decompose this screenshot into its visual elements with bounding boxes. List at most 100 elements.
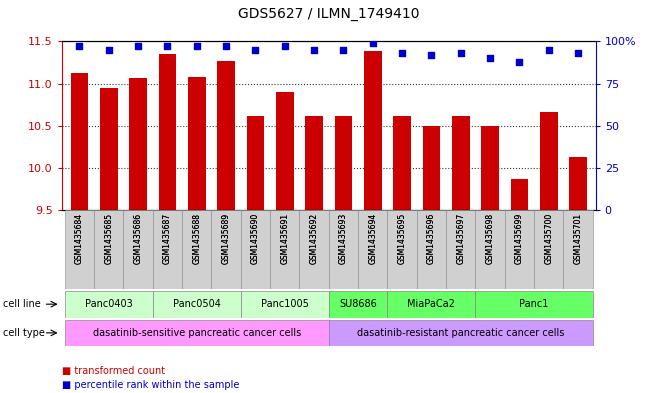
Bar	[387, 291, 475, 318]
Text: GSM1435696: GSM1435696	[427, 213, 436, 264]
Point	[426, 51, 437, 58]
Text: GSM1435690: GSM1435690	[251, 213, 260, 264]
Bar	[270, 210, 299, 289]
Text: GSM1435700: GSM1435700	[544, 213, 553, 264]
Text: cell line: cell line	[3, 299, 41, 309]
Text: GSM1435700: GSM1435700	[544, 213, 553, 264]
Bar	[563, 210, 592, 289]
Text: SU8686: SU8686	[339, 299, 377, 309]
Point	[485, 55, 495, 61]
Text: GDS5627 / ILMN_1749410: GDS5627 / ILMN_1749410	[238, 7, 419, 21]
Point	[133, 43, 143, 50]
Bar	[329, 291, 387, 318]
Bar	[159, 54, 176, 210]
Bar	[452, 116, 469, 210]
Bar	[446, 210, 475, 289]
Bar	[358, 210, 387, 289]
Bar	[100, 88, 118, 210]
Text: GSM1435687: GSM1435687	[163, 213, 172, 264]
Point	[573, 50, 583, 56]
Bar	[241, 210, 270, 289]
Text: GSM1435697: GSM1435697	[456, 213, 465, 264]
Text: ■ transformed count: ■ transformed count	[62, 366, 165, 376]
Text: GSM1435690: GSM1435690	[251, 213, 260, 264]
Text: GSM1435699: GSM1435699	[515, 213, 524, 264]
Bar	[510, 179, 528, 210]
Text: GSM1435685: GSM1435685	[104, 213, 113, 264]
Text: GSM1435686: GSM1435686	[133, 213, 143, 264]
Bar	[387, 210, 417, 289]
Text: ■ percentile rank within the sample: ■ percentile rank within the sample	[62, 380, 239, 389]
Bar	[212, 210, 241, 289]
Bar	[182, 210, 212, 289]
Text: GSM1435697: GSM1435697	[456, 213, 465, 264]
Text: GSM1435686: GSM1435686	[133, 213, 143, 264]
Text: GSM1435701: GSM1435701	[574, 213, 583, 264]
Bar	[540, 112, 557, 210]
Point	[456, 50, 466, 56]
Point	[250, 46, 260, 53]
Text: dasatinib-sensitive pancreatic cancer cells: dasatinib-sensitive pancreatic cancer ce…	[92, 328, 301, 338]
Text: GSM1435692: GSM1435692	[310, 213, 318, 264]
Point	[162, 43, 173, 50]
Bar	[241, 291, 329, 318]
Bar	[393, 116, 411, 210]
Bar	[65, 320, 329, 346]
Point	[368, 40, 378, 46]
Text: GSM1435684: GSM1435684	[75, 213, 84, 264]
Text: GSM1435696: GSM1435696	[427, 213, 436, 264]
Text: GSM1435698: GSM1435698	[486, 213, 495, 264]
Text: GSM1435698: GSM1435698	[486, 213, 495, 264]
Text: GSM1435689: GSM1435689	[221, 213, 230, 264]
Bar	[65, 210, 94, 289]
Bar	[534, 210, 563, 289]
Point	[221, 43, 231, 50]
Bar	[422, 126, 440, 210]
Text: GSM1435695: GSM1435695	[398, 213, 407, 264]
Text: Panc1005: Panc1005	[261, 299, 309, 309]
Text: dasatinib-resistant pancreatic cancer cells: dasatinib-resistant pancreatic cancer ce…	[357, 328, 564, 338]
Text: MiaPaCa2: MiaPaCa2	[408, 299, 455, 309]
Bar	[71, 73, 89, 210]
Text: GSM1435685: GSM1435685	[104, 213, 113, 264]
Point	[309, 46, 319, 53]
Bar	[417, 210, 446, 289]
Text: Panc0504: Panc0504	[173, 299, 221, 309]
Text: GSM1435694: GSM1435694	[368, 213, 377, 264]
Bar	[475, 210, 505, 289]
Point	[279, 43, 290, 50]
Bar	[124, 210, 153, 289]
Bar	[130, 77, 147, 210]
Bar	[505, 210, 534, 289]
Bar	[329, 320, 592, 346]
Point	[339, 46, 349, 53]
Text: GSM1435688: GSM1435688	[192, 213, 201, 264]
Point	[514, 59, 525, 65]
Text: GSM1435695: GSM1435695	[398, 213, 407, 264]
Point	[191, 43, 202, 50]
Text: GSM1435701: GSM1435701	[574, 213, 583, 264]
Text: GSM1435691: GSM1435691	[281, 213, 289, 264]
Text: GSM1435688: GSM1435688	[192, 213, 201, 264]
Point	[104, 46, 114, 53]
Bar	[569, 157, 587, 210]
Bar	[481, 126, 499, 210]
Point	[544, 46, 554, 53]
Text: GSM1435689: GSM1435689	[221, 213, 230, 264]
Bar	[217, 61, 235, 210]
Bar	[299, 210, 329, 289]
Text: GSM1435699: GSM1435699	[515, 213, 524, 264]
Bar	[305, 116, 323, 210]
Text: Panc0403: Panc0403	[85, 299, 133, 309]
Text: GSM1435694: GSM1435694	[368, 213, 377, 264]
Text: GSM1435684: GSM1435684	[75, 213, 84, 264]
Bar	[153, 210, 182, 289]
Text: GSM1435687: GSM1435687	[163, 213, 172, 264]
Bar	[247, 116, 264, 210]
Bar	[276, 92, 294, 210]
Bar	[475, 291, 592, 318]
Text: cell type: cell type	[3, 328, 45, 338]
Bar	[364, 51, 381, 210]
Text: GSM1435693: GSM1435693	[339, 213, 348, 264]
Text: GSM1435693: GSM1435693	[339, 213, 348, 264]
